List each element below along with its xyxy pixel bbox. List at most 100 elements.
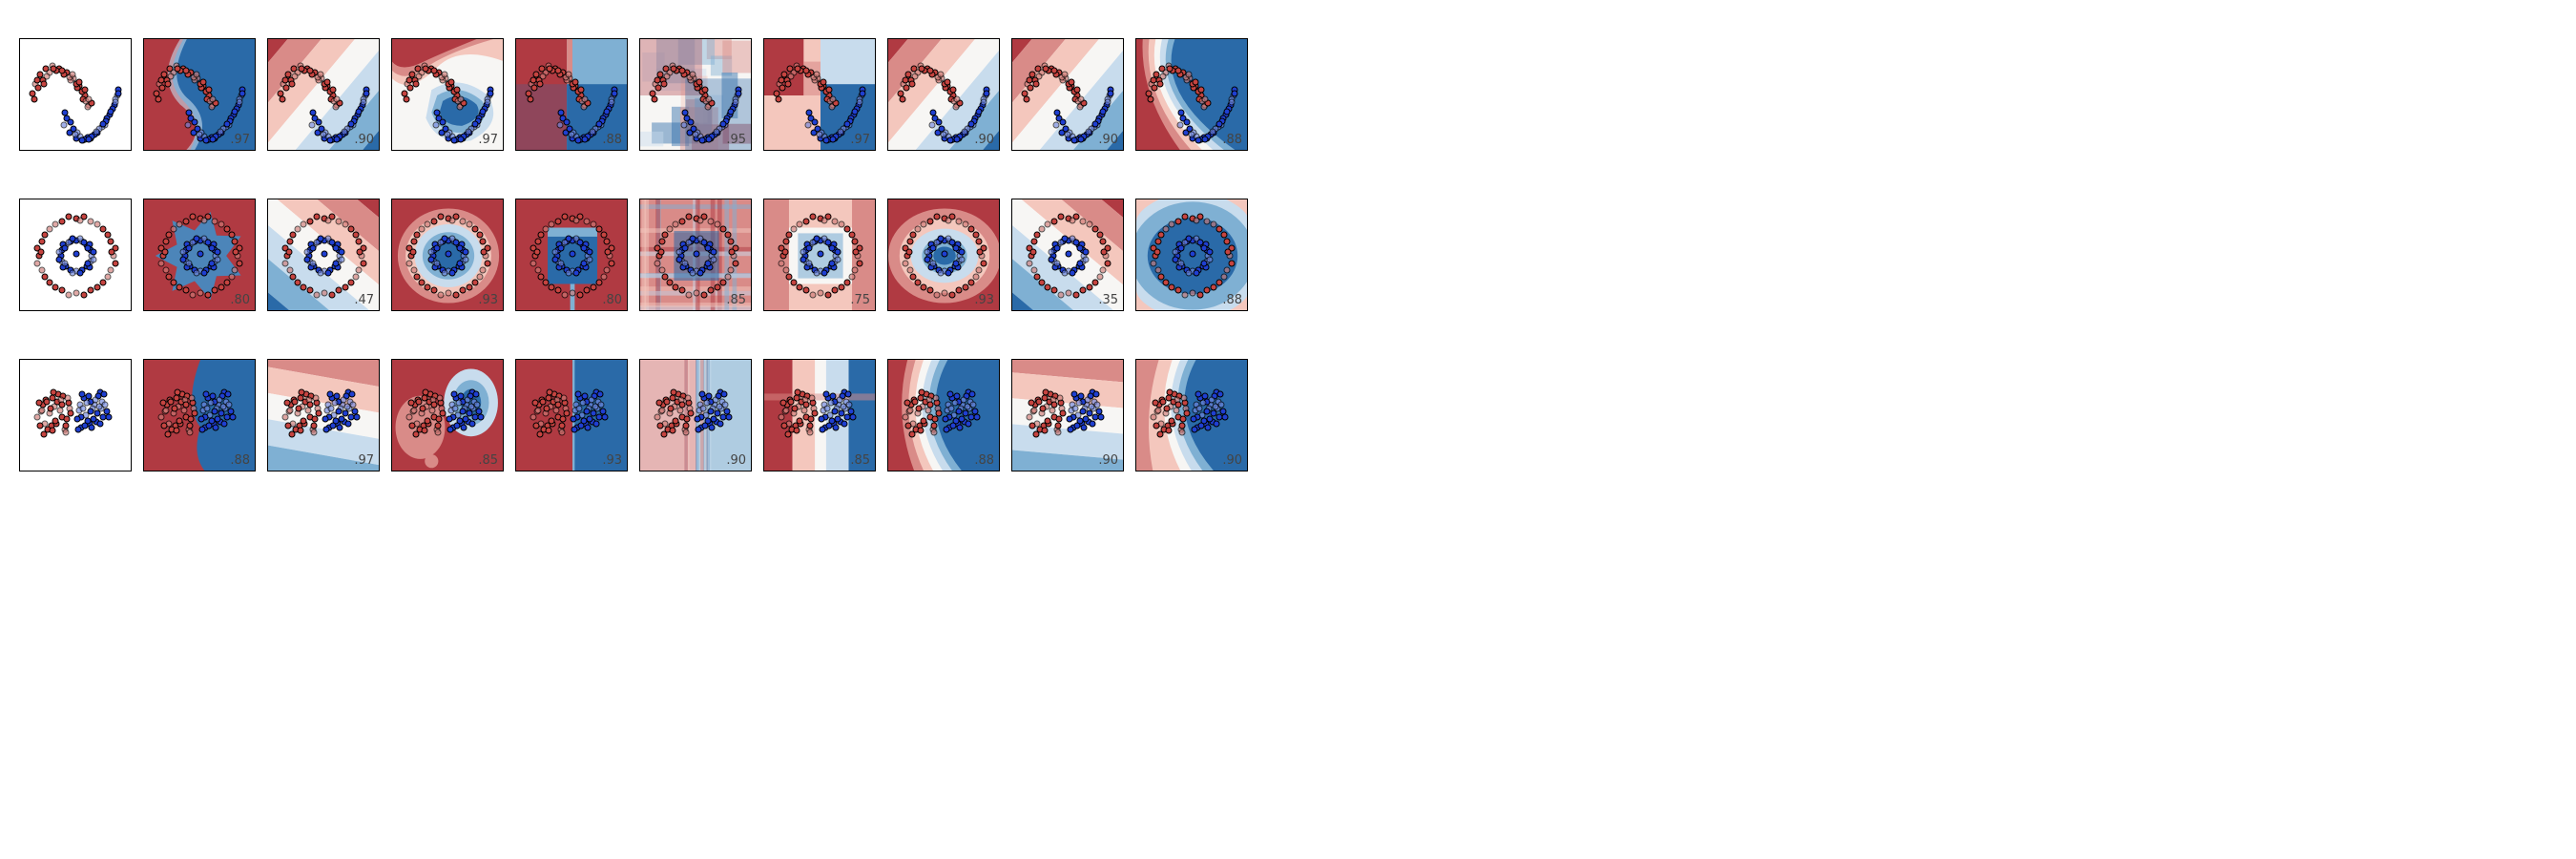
data-point	[72, 131, 78, 137]
accuracy-score: .47	[354, 293, 374, 307]
data-point	[664, 73, 671, 79]
data-point	[684, 394, 691, 401]
data-point	[86, 96, 93, 103]
data-point	[1224, 239, 1231, 245]
data-point	[93, 128, 99, 135]
data-point	[1221, 413, 1228, 420]
data-point	[431, 402, 438, 409]
data-point	[973, 413, 980, 420]
data-point	[906, 407, 913, 413]
data-point	[473, 391, 480, 398]
data-point	[211, 409, 218, 415]
data-point	[1074, 422, 1081, 429]
data-point	[1160, 398, 1167, 405]
data-point	[1051, 68, 1058, 74]
data-point	[80, 405, 87, 411]
data-point	[73, 251, 80, 258]
data-point	[473, 402, 480, 409]
data-point	[1072, 405, 1079, 411]
data-point	[1183, 410, 1190, 417]
data-point	[308, 121, 315, 128]
data-point	[322, 415, 328, 422]
data-point	[1081, 424, 1088, 430]
data-point	[1028, 400, 1034, 407]
data-point	[292, 398, 299, 405]
data-point	[162, 407, 169, 413]
data-point	[85, 393, 92, 400]
data-point	[1157, 232, 1164, 239]
data-point	[425, 284, 431, 291]
data-point	[447, 78, 454, 85]
data-point	[852, 239, 859, 245]
classifier-panel: Naive Bayes.93	[887, 199, 1000, 311]
data-point	[821, 217, 827, 223]
data-point	[1200, 245, 1207, 252]
data-point	[1196, 240, 1203, 246]
data-point	[1064, 131, 1070, 137]
data-point	[673, 417, 679, 424]
data-point	[543, 226, 550, 233]
data-point	[826, 422, 833, 429]
data-point	[1058, 292, 1065, 299]
data-point	[441, 71, 447, 77]
data-point	[578, 422, 585, 429]
data-point	[80, 292, 87, 299]
data-point	[1033, 80, 1040, 87]
data-point	[463, 415, 469, 422]
data-point	[791, 279, 798, 285]
data-point	[927, 68, 934, 74]
data-point	[686, 240, 693, 246]
classifier-panel: RBF SVM.97	[391, 38, 504, 151]
data-point	[62, 110, 69, 116]
data-point	[190, 292, 197, 299]
data-point	[1045, 417, 1051, 424]
data-point	[810, 213, 817, 220]
data-point	[438, 240, 445, 246]
accuracy-score: .90	[1098, 133, 1118, 147]
data-point	[821, 269, 827, 276]
data-point	[540, 73, 547, 79]
data-point	[843, 226, 850, 233]
accuracy-score: .88	[230, 453, 250, 468]
data-point	[545, 428, 551, 434]
data-point	[590, 220, 596, 227]
data-point	[1091, 279, 1098, 285]
data-point	[1058, 213, 1065, 220]
data-point	[912, 398, 919, 405]
data-point	[712, 396, 718, 403]
data-point	[281, 260, 288, 266]
data-point	[1163, 405, 1170, 411]
data-point	[572, 217, 579, 223]
data-point	[1157, 80, 1164, 87]
data-point	[860, 90, 866, 96]
data-point	[192, 119, 198, 126]
data-point	[1205, 424, 1212, 430]
data-point	[1202, 96, 1209, 103]
data-point	[915, 279, 922, 285]
data-point	[1184, 119, 1191, 126]
data-point	[853, 249, 860, 256]
data-point	[1185, 71, 1192, 77]
data-point	[1163, 279, 1170, 285]
data-point	[813, 71, 820, 77]
data-point	[206, 422, 213, 429]
data-point	[844, 120, 851, 127]
data-point	[52, 284, 59, 291]
data-point	[452, 240, 459, 246]
data-point	[481, 249, 488, 256]
data-point	[1217, 402, 1224, 409]
data-point	[360, 98, 366, 105]
data-point	[828, 245, 835, 252]
data-point	[530, 260, 536, 266]
data-point	[962, 284, 968, 291]
data-point	[604, 239, 611, 245]
data-point	[171, 226, 177, 233]
data-point	[33, 76, 40, 83]
data-point	[157, 76, 164, 83]
data-point	[229, 273, 236, 280]
data-point	[530, 413, 537, 420]
data-point	[419, 279, 426, 285]
data-point	[38, 407, 45, 413]
data-point	[927, 402, 934, 409]
data-point	[707, 409, 714, 415]
